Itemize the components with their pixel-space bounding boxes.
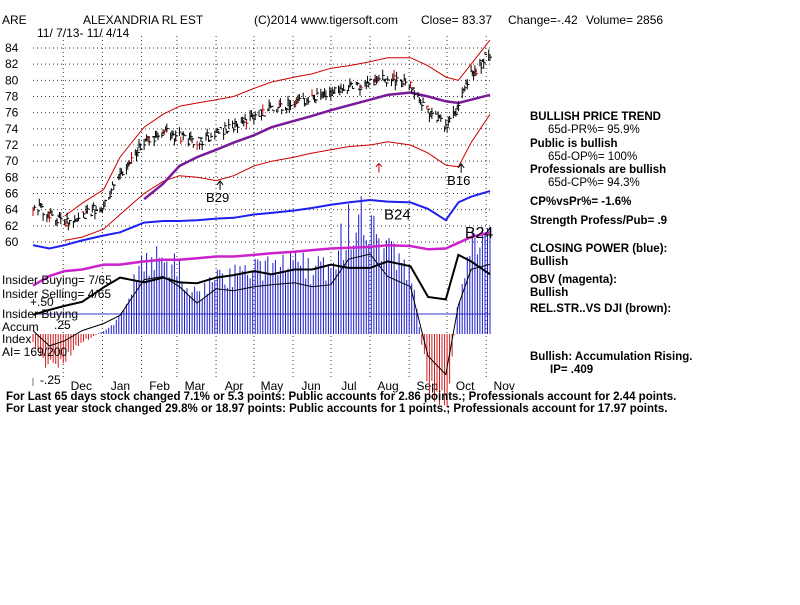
cpvspr-line: CP%vsPr%= -1.6% (530, 196, 631, 209)
obv-line (32, 231, 491, 287)
lower-band-line (64, 114, 491, 241)
signal-label-B24: B24 (465, 225, 494, 242)
axes-layer: 60 62 64 66 68 70 72 74 76 78 80 82 84 Dec Jan Feb Mar Ap… (5, 41, 515, 393)
signal-label-B16: B16 (447, 173, 470, 188)
accum-block: Bullish: Accumulation Rising. IP= .409 (530, 351, 693, 377)
accum-ma-line (32, 253, 491, 376)
signal-arrow-head (216, 179, 224, 186)
strength-line: Strength Profess/Pub= .9 (530, 215, 667, 228)
upper-band-line (64, 39, 491, 217)
accum-title: Bullish: Accumulation Rising. (530, 351, 693, 363)
index-label: Index (2, 332, 32, 346)
ticker-label: ARE (2, 13, 27, 27)
y-tick-label-70: 70 (5, 154, 19, 168)
price-layer (32, 39, 492, 250)
bullish-trend-heading: BULLISH PRICE TREND (530, 111, 661, 123)
closing-power-block: CLOSING POWER (blue): Bullish (530, 243, 667, 269)
public-heading: Public is bullish (530, 138, 618, 150)
x-tick-label-Aug: Aug (377, 379, 398, 393)
accum-plus50-label: +.50 (30, 295, 54, 309)
y-tick-label-60: 60 (5, 235, 19, 249)
y-tick-label-80: 80 (5, 73, 19, 87)
op-line: 65d-OP%= 100% (548, 151, 638, 163)
signal-label-B24: B24 (384, 207, 411, 224)
accum-plus25-label: .25 (54, 318, 71, 332)
pros-block: Professionals are bullish 65d-CP%= 94.3% (530, 164, 666, 190)
pr-line: 65d-PR%= 95.9% (548, 124, 640, 136)
signal-arrow-head (457, 162, 465, 169)
footer-line-1: For Last 65 days stock changed 7.1% or 5… (6, 391, 677, 403)
accumulation-index-layer (32, 196, 491, 408)
closing-power-line (32, 190, 491, 250)
y-tick-label-62: 62 (5, 219, 19, 233)
y-tick-label-84: 84 (5, 41, 19, 55)
ip-line: IP= .409 (550, 364, 594, 376)
date-range: 11/ 7/13- 11/ 4/14 (37, 26, 130, 40)
obv-title: OBV (magenta): (530, 274, 617, 286)
copyright-label: (C)2014 www.tigersoft.com (254, 13, 399, 27)
cp-line: 65d-CP%= 94.3% (548, 177, 640, 189)
y-tick-label-78: 78 (5, 90, 19, 104)
y-tick-label-66: 66 (5, 187, 19, 201)
x-tick-label-Jul: Jul (341, 379, 356, 393)
bullish-trend-title: BULLISH PRICE TREND 65d-PR%= 95.9% (530, 111, 661, 137)
insider-buying-count: Insider Buying= 7/65 (2, 273, 112, 287)
ai-label: AI= 169/200 (2, 345, 68, 359)
obv-block: OBV (magenta): Bullish (530, 274, 617, 300)
y-tick-label-64: 64 (5, 203, 19, 217)
change-label: Change=-.42 (508, 13, 578, 27)
y-tick-label-76: 76 (5, 106, 19, 120)
annotation-layer: B29 B16 B24 B24 (206, 162, 494, 242)
public-block: Public is bullish 65d-OP%= 100% (530, 138, 637, 164)
x-tick-label-May: May (261, 379, 284, 393)
relstr-title: REL.STR..VS DJI (brown): (530, 303, 672, 315)
y-tick-label-82: 82 (5, 57, 19, 71)
moving-average-line (143, 91, 491, 201)
volume-label: Volume= 2856 (586, 13, 664, 27)
accum-label: Accum (2, 320, 39, 334)
footer-line-2: For Last year stock changed 29.8% or 18.… (6, 403, 668, 415)
y-tick-label-68: 68 (5, 170, 19, 184)
close-label: Close= 83.37 (421, 13, 493, 27)
signal-label-B29: B29 (206, 190, 229, 205)
y-tick-label-74: 74 (5, 122, 19, 136)
pros-heading: Professionals are bullish (530, 164, 667, 176)
insider-selling-count: Insider Selling= 4/65 (2, 287, 112, 301)
x-tick-label-Jan: Jan (111, 379, 130, 393)
x-tick-label-Apr: Apr (225, 379, 244, 393)
x-tick-label-Feb: Feb (149, 379, 170, 393)
closing-power-title: CLOSING POWER (blue): (530, 243, 668, 255)
accum-minus25-label: -.25 (40, 373, 61, 387)
closing-power-value: Bullish (530, 256, 569, 268)
x-tick-label-Jun: Jun (301, 379, 320, 393)
x-tick-label-Sep: Sep (417, 379, 439, 393)
y-tick-label-72: 72 (5, 138, 19, 152)
red-arrow-head (375, 162, 383, 167)
company-name: ALEXANDRIA RL EST (83, 13, 204, 27)
cpvspr-text: CP%vsPr%= -1.6% (530, 196, 632, 208)
indicator-layer (32, 231, 491, 316)
insider-buying-header: Insider Buying (2, 307, 79, 321)
strength-text: Strength Profess/Pub= .9 (530, 215, 668, 227)
obv-value: Bullish (530, 287, 569, 299)
x-tick-label-Dec: Dec (71, 379, 92, 393)
relstr-block: REL.STR..VS DJI (brown): (530, 303, 671, 316)
x-tick-label-Oct: Oct (456, 379, 475, 393)
x-tick-label-Nov: Nov (494, 379, 515, 393)
x-tick-label-Mar: Mar (185, 379, 206, 393)
relstr-line (32, 253, 491, 316)
